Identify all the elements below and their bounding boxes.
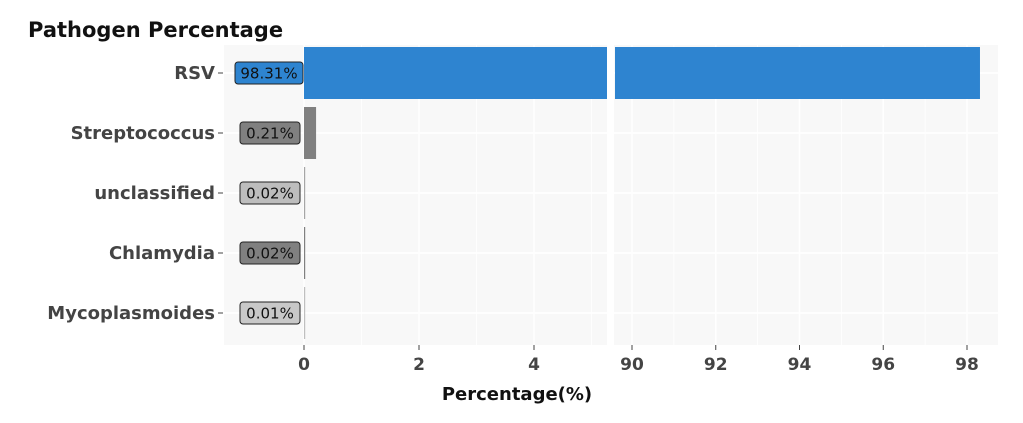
- bar-rsv: [304, 47, 607, 99]
- y-tick-label: Chlamydia: [109, 243, 215, 264]
- x-axis-title: Percentage(%): [442, 384, 592, 405]
- data-label-box: [239, 301, 301, 325]
- y-axis: RSV Streptococcus unclassified Chlamydia Myc…: [47, 63, 223, 324]
- data-label: 0.21%: [246, 125, 294, 143]
- x-tick-label: 94: [788, 355, 812, 375]
- bar-chlamydia: [304, 227, 306, 279]
- bar-rsv-continued: [615, 47, 980, 99]
- x-tick-label: 96: [871, 355, 895, 375]
- chart-title: Pathogen Percentage: [28, 18, 283, 42]
- data-label-box: [239, 121, 301, 145]
- y-tick-label: Mycoplasmoides: [47, 303, 215, 324]
- y-tick-label: RSV: [174, 63, 215, 84]
- data-label-box: [239, 181, 301, 205]
- data-label-box: [234, 61, 304, 85]
- data-label: 0.02%: [246, 185, 294, 203]
- bars: [304, 47, 980, 339]
- y-tick-label: unclassified: [94, 183, 215, 204]
- bar-mycoplasmoides: [304, 287, 306, 339]
- y-tick-label: Streptococcus: [71, 123, 215, 144]
- bar-unclassified: [304, 167, 306, 219]
- x-axis: 0 2 4 90 92 94 96 98: [298, 345, 979, 375]
- x-tick-label: 90: [620, 355, 644, 375]
- x-tick-label: 4: [528, 355, 540, 375]
- bar-streptococcus: [304, 107, 317, 159]
- data-label: 98.31%: [240, 65, 297, 83]
- x-tick-label: 92: [704, 355, 728, 375]
- data-label: 0.01%: [246, 305, 294, 323]
- x-tick-label: 0: [298, 355, 310, 375]
- x-tick-label: 98: [955, 355, 979, 375]
- data-labels: 98.31% 0.21% 0.02% 0.02% 0.01%: [234, 61, 304, 325]
- data-label: 0.02%: [246, 245, 294, 263]
- x-tick-label: 2: [413, 355, 425, 375]
- data-label-box: [239, 241, 301, 265]
